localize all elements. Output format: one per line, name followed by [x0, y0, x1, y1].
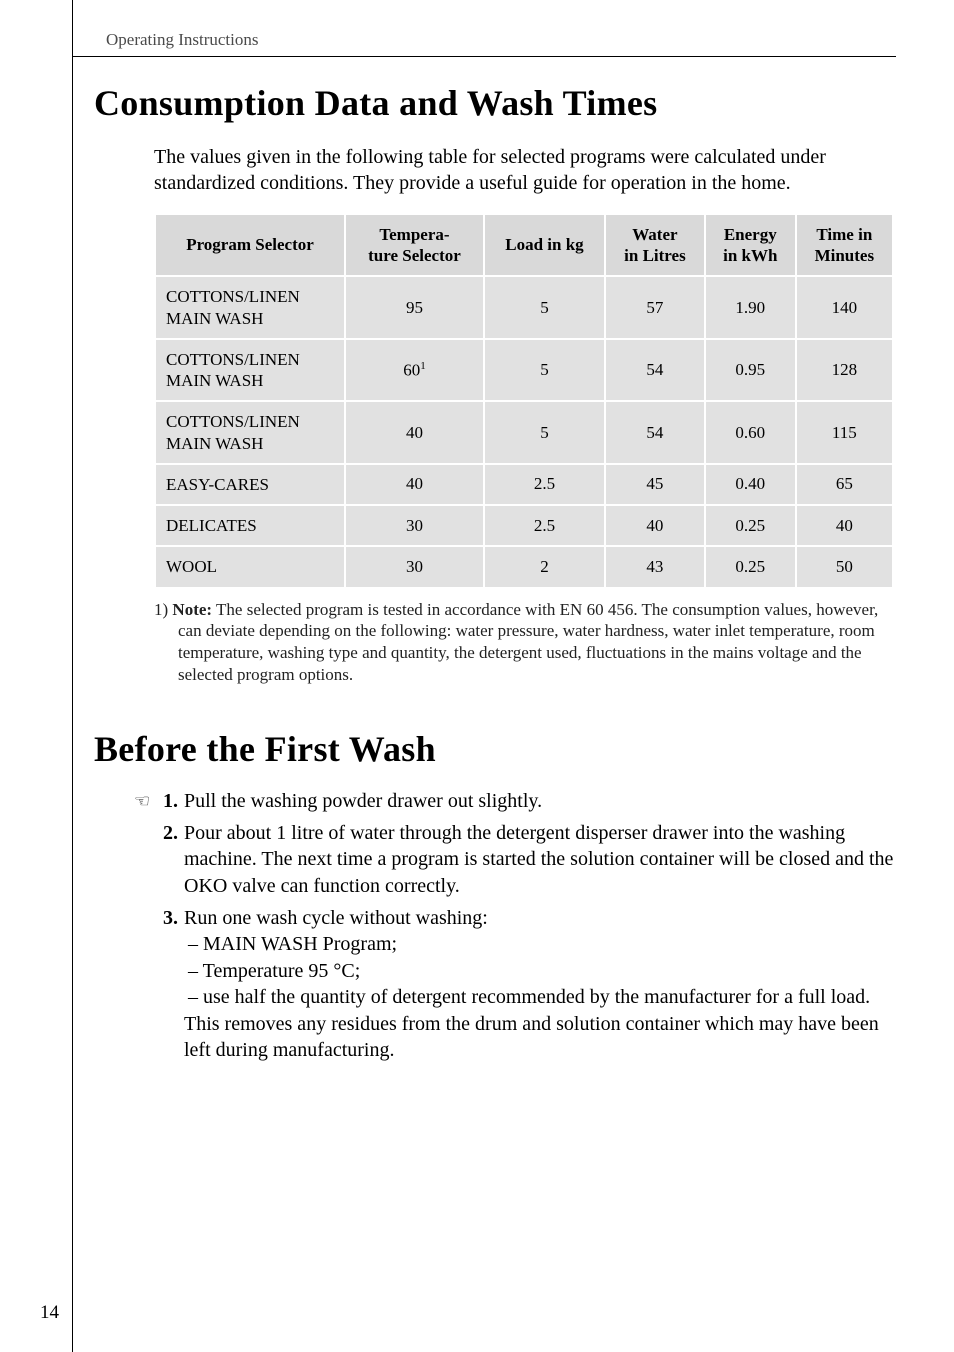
- time-cell: 40: [796, 505, 893, 546]
- water-cell: 40: [605, 505, 705, 546]
- step-item: ☞1.Pull the washing powder drawer out sl…: [126, 788, 896, 814]
- step-sub-item: – Temperature 95 °C;: [184, 958, 896, 984]
- temp-cell: 30: [345, 505, 484, 546]
- page-number: 14: [40, 1302, 59, 1324]
- energy-cell: 1.90: [705, 276, 796, 339]
- water-cell: 43: [605, 546, 705, 587]
- table-header-cell: Time inMinutes: [796, 214, 893, 277]
- program-cell: COTTONS/LINENMAIN WASH: [155, 339, 345, 402]
- program-cell: COTTONS/LINENMAIN WASH: [155, 276, 345, 339]
- energy-cell: 0.60: [705, 401, 796, 464]
- page-content: Consumption Data and Wash Times The valu…: [94, 82, 896, 1069]
- table-row: EASY-CARES402.5450.4065: [155, 464, 893, 505]
- program-cell: EASY-CARES: [155, 464, 345, 505]
- table-header-cell: Tempera-ture Selector: [345, 214, 484, 277]
- footnote-text: The selected program is tested in accord…: [178, 600, 878, 684]
- water-cell: 57: [605, 276, 705, 339]
- energy-cell: 0.25: [705, 505, 796, 546]
- step-tail: This removes any residues from the drum …: [184, 1011, 896, 1064]
- table-row: WOOL302430.2550: [155, 546, 893, 587]
- step-sub-item: – MAIN WASH Program;: [184, 931, 896, 957]
- footnote-marker: 1): [154, 600, 168, 619]
- load-cell: 5: [484, 339, 605, 402]
- load-cell: 2.5: [484, 505, 605, 546]
- load-cell: 2.5: [484, 464, 605, 505]
- table-row: COTTONS/LINENMAIN WASH955571.90140: [155, 276, 893, 339]
- time-cell: 50: [796, 546, 893, 587]
- step-body: Run one wash cycle without washing:– MAI…: [184, 905, 896, 1063]
- header-rule: [72, 56, 896, 57]
- time-cell: 140: [796, 276, 893, 339]
- table-row: DELICATES302.5400.2540: [155, 505, 893, 546]
- energy-cell: 0.40: [705, 464, 796, 505]
- energy-cell: 0.95: [705, 339, 796, 402]
- water-cell: 45: [605, 464, 705, 505]
- step-item: 2.Pour about 1 litre of water through th…: [126, 820, 896, 899]
- table-header-cell: Energyin kWh: [705, 214, 796, 277]
- step-number: 2.: [156, 820, 184, 899]
- energy-cell: 0.25: [705, 546, 796, 587]
- load-cell: 5: [484, 276, 605, 339]
- table-row: COTTONS/LINENMAIN WASH6015540.95128: [155, 339, 893, 402]
- steps-list: ☞1.Pull the washing powder drawer out sl…: [126, 788, 896, 1064]
- temp-cell: 95: [345, 276, 484, 339]
- time-cell: 65: [796, 464, 893, 505]
- running-head: Operating Instructions: [106, 30, 259, 50]
- water-cell: 54: [605, 339, 705, 402]
- temp-cell: 601: [345, 339, 484, 402]
- step-item: 3.Run one wash cycle without washing:– M…: [126, 905, 896, 1063]
- load-cell: 2: [484, 546, 605, 587]
- table-row: COTTONS/LINENMAIN WASH405540.60115: [155, 401, 893, 464]
- section-title-first-wash: Before the First Wash: [94, 728, 896, 770]
- table-header-cell: Waterin Litres: [605, 214, 705, 277]
- step-number: 3.: [156, 905, 184, 1063]
- load-cell: 5: [484, 401, 605, 464]
- hand-icon: ☞: [126, 788, 156, 814]
- hand-icon: [126, 905, 156, 1063]
- program-cell: DELICATES: [155, 505, 345, 546]
- program-cell: WOOL: [155, 546, 345, 587]
- intro-paragraph: The values given in the following table …: [154, 144, 896, 197]
- step-body: Pull the washing powder drawer out sligh…: [184, 788, 896, 814]
- temp-cell: 40: [345, 464, 484, 505]
- consumption-table: Program SelectorTempera-ture SelectorLoa…: [154, 213, 894, 589]
- water-cell: 54: [605, 401, 705, 464]
- table-footnote: 1) Note: The selected program is tested …: [154, 599, 896, 686]
- step-body: Pour about 1 litre of water through the …: [184, 820, 896, 899]
- time-cell: 115: [796, 401, 893, 464]
- hand-icon: [126, 820, 156, 899]
- temp-cell: 40: [345, 401, 484, 464]
- table-header-cell: Load in kg: [484, 214, 605, 277]
- step-sub-item: – use half the quantity of detergent rec…: [184, 984, 896, 1010]
- program-cell: COTTONS/LINENMAIN WASH: [155, 401, 345, 464]
- section-title-consumption: Consumption Data and Wash Times: [94, 82, 896, 124]
- step-number: 1.: [156, 788, 184, 814]
- temp-cell: 30: [345, 546, 484, 587]
- footnote-label: Note:: [172, 600, 212, 619]
- time-cell: 128: [796, 339, 893, 402]
- table-header-cell: Program Selector: [155, 214, 345, 277]
